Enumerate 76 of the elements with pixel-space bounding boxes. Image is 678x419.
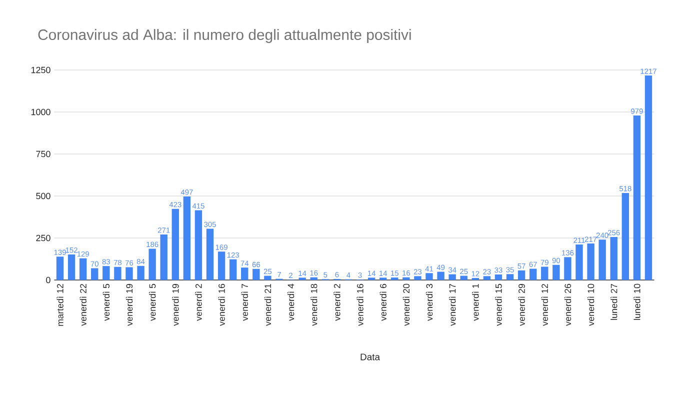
x-tick-label: venerdì 4 <box>287 284 294 321</box>
y-tick-label: 500 <box>36 192 50 200</box>
bar <box>79 258 87 280</box>
x-tick-label: venerdì 18 <box>310 284 318 326</box>
bar <box>644 76 652 280</box>
bar <box>437 272 444 280</box>
x-tick-label: martedì 12 <box>56 284 64 326</box>
bar <box>541 266 548 280</box>
bar <box>622 192 629 280</box>
bar <box>552 264 560 280</box>
bar <box>137 266 144 280</box>
bar <box>633 116 641 280</box>
bar <box>529 268 537 280</box>
bar <box>264 276 272 280</box>
x-tick-label: venerdì 16 <box>218 284 225 326</box>
bar <box>160 234 168 280</box>
x-tick-label: venerdì 21 <box>264 284 272 326</box>
x-tick-label: venerdì 5 <box>102 284 110 321</box>
bar <box>114 266 122 280</box>
bar <box>448 274 456 280</box>
bar <box>564 257 572 280</box>
y-tick-label: 250 <box>36 234 50 242</box>
y-tick-label: 1250 <box>31 66 50 74</box>
bar <box>518 270 526 280</box>
bar <box>310 277 318 280</box>
bar <box>576 244 583 280</box>
bar <box>610 236 618 280</box>
x-tick-label: venerdì 10 <box>587 284 594 326</box>
x-tick-label: lunedì 27 <box>610 284 618 320</box>
bar <box>460 276 468 280</box>
bar <box>56 256 64 280</box>
bar <box>598 240 606 280</box>
x-tick-label: venerdì 26 <box>564 284 572 326</box>
x-tick-label: lunedì 10 <box>634 284 640 320</box>
bar <box>426 273 433 280</box>
x-tick-label: venerdì 19 <box>126 284 133 326</box>
bar <box>91 268 98 280</box>
x-tick-label: venerdì 7 <box>241 284 248 321</box>
bar <box>148 248 156 280</box>
bar <box>402 277 410 280</box>
bar <box>391 277 398 280</box>
bar <box>206 228 214 280</box>
bar <box>172 208 179 280</box>
bar <box>102 266 110 280</box>
x-tick-label: venerdì 29 <box>518 284 525 326</box>
bar <box>506 274 514 280</box>
bar <box>414 276 422 280</box>
bar <box>183 196 191 280</box>
x-tick-label: venerdì 22 <box>80 284 86 326</box>
x-tick-label: venerdì 19 <box>172 284 179 326</box>
x-tick-label: venerdì 20 <box>402 284 410 326</box>
y-tick-label: 750 <box>36 150 50 158</box>
x-axis-title: Data <box>360 354 380 360</box>
bar <box>241 268 248 280</box>
y-tick-label: 0 <box>46 276 50 284</box>
x-tick-label: venerdì 2 <box>334 284 340 321</box>
bar <box>252 268 260 280</box>
x-tick-label: venerdì 3 <box>426 284 433 321</box>
x-tick-label: venerdì 16 <box>356 284 364 326</box>
x-tick-label: venerdì 1 <box>472 284 479 321</box>
x-tick-label: venerdì 15 <box>495 284 502 326</box>
bar <box>229 259 237 280</box>
bar <box>68 254 76 280</box>
x-tick-label: venerdì 5 <box>148 284 156 321</box>
x-tick-label: venerdì 17 <box>448 284 456 326</box>
bar <box>483 276 491 280</box>
bar <box>126 267 133 280</box>
chart-title: Coronavirus ad Alba: il numero degli attualmente positivi <box>38 29 411 43</box>
bar <box>218 252 226 280</box>
bar <box>194 210 202 280</box>
x-tick-label: venerdì 2 <box>195 284 202 321</box>
y-tick-label: 1000 <box>31 108 50 116</box>
x-tick-label: venerdì 12 <box>541 284 548 326</box>
x-tick-label: venerdì 6 <box>380 284 386 321</box>
bar <box>587 244 594 280</box>
bar <box>494 274 502 280</box>
